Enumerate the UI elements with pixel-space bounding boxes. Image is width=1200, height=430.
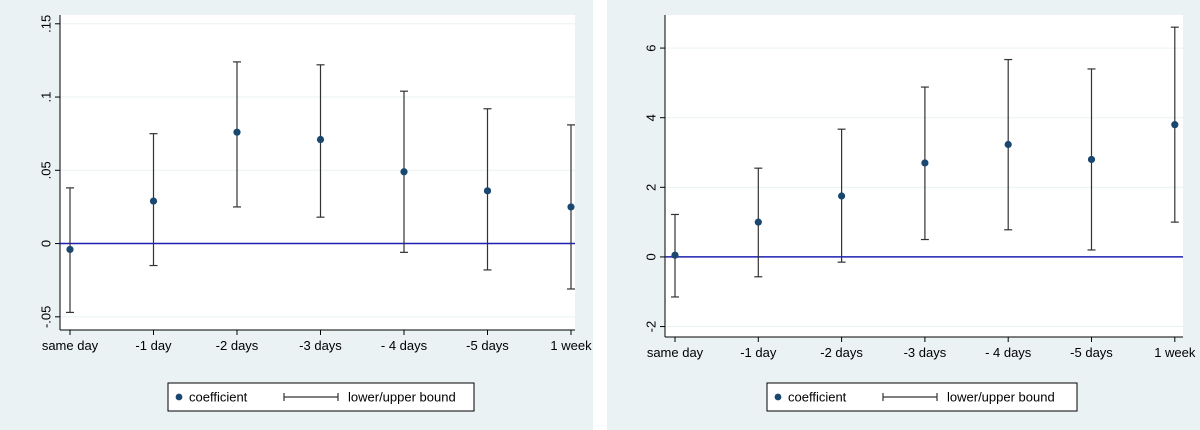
y-tick-label: .1 bbox=[39, 92, 54, 103]
right-chart-panel: -2 0 2 4 6 same day -1 day -2 days -3 days - 4 da… bbox=[607, 0, 1200, 430]
plot-area bbox=[665, 15, 1183, 337]
y-tick-label: 0 bbox=[39, 240, 54, 247]
coefficient-point bbox=[1004, 140, 1012, 149]
x-tick-label: -2 days bbox=[216, 338, 259, 353]
left-chart-panel: -.05 0 .05 .1 .15 same day -1 day -2 days -3 day… bbox=[0, 0, 593, 430]
x-tick-label: same day bbox=[647, 345, 704, 360]
x-tick-label: -2 days bbox=[820, 345, 863, 360]
coefficient-point bbox=[921, 159, 929, 167]
x-tick-label: -1 day bbox=[740, 345, 777, 360]
x-tick-label: -5 days bbox=[466, 338, 509, 353]
x-tick-label: -5 days bbox=[1070, 345, 1113, 360]
y-tick-label: .15 bbox=[39, 15, 54, 33]
coefficient-point bbox=[149, 197, 158, 205]
x-tick-label: -3 days bbox=[904, 345, 947, 360]
legend-point-marker bbox=[175, 393, 183, 401]
coefficient-point bbox=[671, 251, 679, 259]
x-tick-label: 1 week bbox=[550, 338, 592, 353]
legend-point-marker bbox=[774, 393, 782, 401]
coefficient-point bbox=[1087, 155, 1096, 164]
x-tick-label: 1 week bbox=[1154, 345, 1196, 360]
plot-area bbox=[60, 15, 575, 330]
y-tick-label: 6 bbox=[644, 44, 659, 51]
legend: coefficient lower/upper bound bbox=[766, 382, 1078, 412]
x-tick-label: same day bbox=[42, 338, 99, 353]
x-tick-label: -1 day bbox=[135, 338, 172, 353]
legend-label-bounds: lower/upper bound bbox=[947, 390, 1055, 405]
y-tick-label: 2 bbox=[644, 184, 659, 191]
y-tick-label: .05 bbox=[39, 161, 54, 179]
y-tick-label: 4 bbox=[644, 114, 659, 121]
coefficient-point bbox=[1171, 121, 1179, 129]
legend: coefficient lower/upper bound bbox=[167, 382, 475, 412]
coefficient-point bbox=[567, 203, 575, 211]
legend-label-coefficient: coefficient bbox=[788, 390, 847, 405]
x-tick-label: - 4 days bbox=[381, 338, 428, 353]
legend-label-coefficient: coefficient bbox=[189, 390, 248, 405]
coefficient-point bbox=[233, 128, 241, 136]
x-tick-label: -3 days bbox=[299, 338, 342, 353]
coefficient-point bbox=[483, 187, 492, 195]
x-tick-label: - 4 days bbox=[985, 345, 1032, 360]
y-tick-label: -2 bbox=[644, 321, 659, 333]
coefficient-point bbox=[838, 192, 846, 200]
coefficient-point bbox=[754, 218, 762, 226]
coefficient-point bbox=[400, 168, 408, 176]
legend-label-bounds: lower/upper bound bbox=[348, 390, 456, 405]
coefficient-point bbox=[66, 245, 74, 254]
y-tick-label: -.05 bbox=[39, 306, 54, 328]
coefficient-point bbox=[316, 135, 325, 144]
y-tick-label: 0 bbox=[644, 253, 659, 260]
